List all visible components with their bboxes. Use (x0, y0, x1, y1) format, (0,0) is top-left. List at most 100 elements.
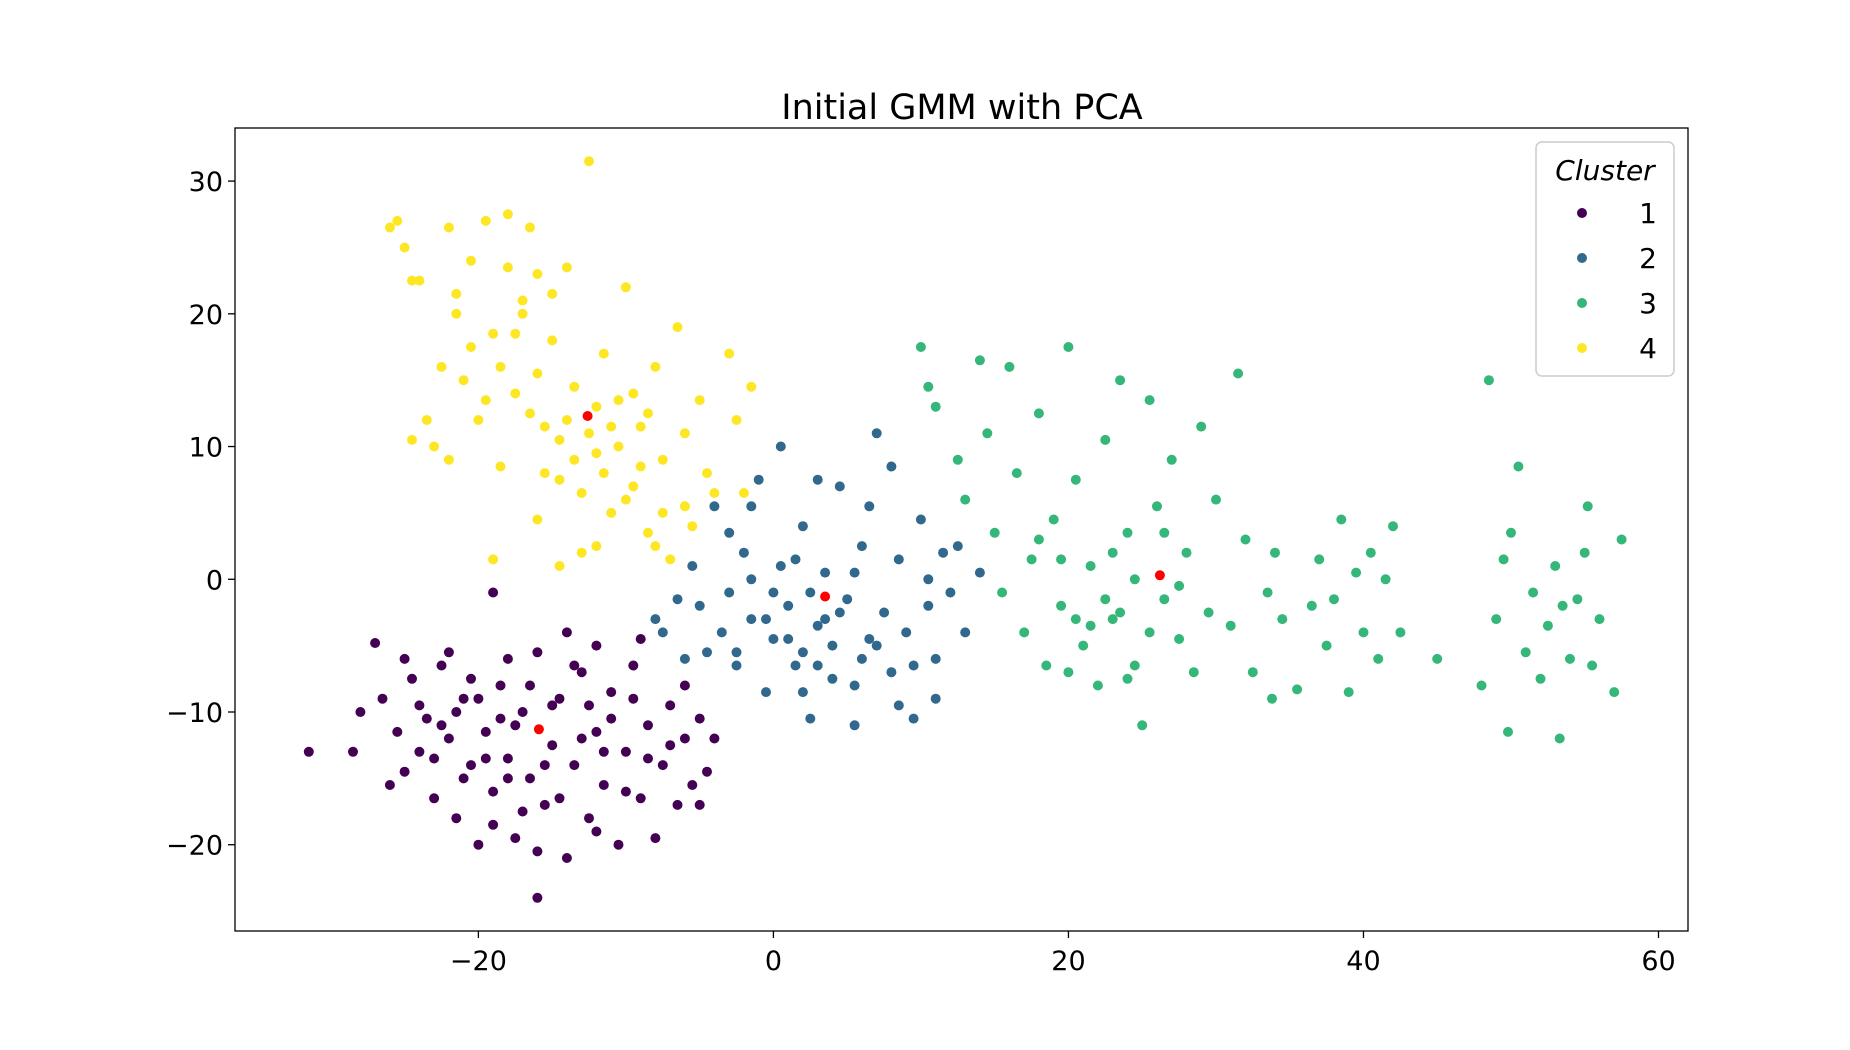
plot-frame (234, 127, 1689, 932)
point-cluster-1 (532, 647, 543, 658)
point-cluster-3 (1225, 620, 1236, 631)
point-cluster-2 (952, 541, 963, 552)
point-cluster-4 (502, 209, 513, 220)
point-cluster-2 (915, 514, 926, 525)
point-cluster-1 (517, 707, 528, 717)
point-cluster-2 (849, 720, 860, 731)
point-cluster-2 (930, 693, 941, 704)
legend-marker-2 (1577, 253, 1587, 263)
point-cluster-4 (436, 361, 447, 372)
point-cluster-2 (805, 713, 816, 724)
point-cluster-4 (591, 448, 602, 459)
point-cluster-1 (421, 713, 432, 724)
point-cluster-3 (1159, 527, 1170, 538)
point-cluster-3 (1159, 594, 1170, 605)
y-tick-label: −20 (166, 831, 223, 862)
point-cluster-3 (1152, 501, 1162, 512)
point-cluster-3 (1137, 720, 1148, 731)
point-cluster-2 (797, 687, 808, 698)
point-cluster-4 (539, 421, 550, 432)
point-cluster-1 (525, 773, 535, 784)
point-cluster-2 (805, 587, 816, 598)
point-cluster-4 (643, 408, 653, 419)
x-tick-label: 20 (1051, 946, 1085, 977)
legend-label-2: 2 (1639, 242, 1657, 275)
point-cluster-2 (716, 627, 727, 638)
point-cluster-4 (392, 215, 403, 226)
point-cluster-4 (407, 434, 417, 445)
point-cluster-4 (554, 434, 565, 445)
point-cluster-3 (974, 355, 985, 366)
point-cluster-4 (650, 361, 661, 372)
point-cluster-2 (879, 607, 890, 618)
chart-title: Initial GMM with PCA (781, 88, 1143, 128)
point-cluster-1 (628, 660, 639, 671)
point-cluster-3 (1587, 660, 1598, 671)
point-cluster-4 (495, 461, 506, 472)
point-cluster-4 (620, 282, 631, 293)
point-cluster-4 (584, 156, 594, 167)
legend: Cluster 1 2 3 4 (1535, 141, 1675, 377)
point-cluster-3 (1070, 474, 1081, 485)
point-cluster-3 (1321, 640, 1332, 651)
point-cluster-2 (724, 527, 735, 538)
point-cluster-2 (746, 614, 757, 625)
point-cluster-1 (429, 793, 440, 804)
point-cluster-3 (1233, 368, 1244, 379)
point-cluster-1 (584, 700, 594, 711)
point-cluster-3 (1262, 587, 1273, 598)
point-cluster-1 (495, 713, 506, 724)
point-cluster-1 (554, 793, 565, 804)
legend-label-4: 4 (1639, 332, 1657, 365)
point-cluster-1 (502, 653, 513, 664)
point-cluster-3 (1616, 534, 1627, 545)
point-cluster-4 (665, 554, 676, 565)
point-cluster-4 (731, 415, 742, 425)
legend-label-3: 3 (1639, 287, 1657, 320)
point-cluster-2 (790, 554, 801, 565)
point-cluster-2 (768, 587, 779, 598)
point-cluster-1 (620, 746, 631, 757)
point-cluster-2 (679, 653, 690, 664)
point-cluster-3 (1196, 421, 1207, 432)
point-cluster-3 (1122, 527, 1133, 538)
point-cluster-3 (1476, 680, 1487, 691)
point-cluster-3 (1358, 627, 1369, 638)
point-cluster-3 (952, 454, 963, 465)
legend-marker-1 (1577, 208, 1587, 218)
point-cluster-3 (1188, 667, 1199, 678)
point-cluster-4 (532, 368, 543, 379)
point-cluster-3 (1056, 554, 1067, 565)
point-cluster-3 (1579, 547, 1590, 558)
point-cluster-1 (355, 707, 366, 717)
point-cluster-2 (783, 600, 794, 611)
point-cluster-4 (525, 222, 535, 233)
point-cluster-4 (598, 468, 609, 479)
point-cluster-2 (849, 567, 860, 578)
point-cluster-4 (569, 381, 580, 392)
point-cluster-2 (974, 567, 985, 578)
point-cluster-1 (451, 707, 462, 717)
point-cluster-1 (488, 819, 499, 830)
point-cluster-2 (960, 627, 971, 638)
point-cluster-2 (812, 620, 823, 631)
point-cluster-3 (1380, 574, 1391, 585)
point-cluster-3 (1129, 660, 1140, 671)
y-tick-label: 20 (189, 300, 223, 331)
point-cluster-3 (1329, 594, 1339, 605)
point-cluster-3 (1503, 726, 1513, 737)
point-cluster-1 (525, 680, 535, 691)
point-cluster-2 (886, 667, 897, 678)
point-cluster-3 (1554, 733, 1565, 744)
point-cluster-1 (569, 660, 580, 671)
point-cluster-4 (384, 222, 395, 233)
point-cluster-1 (473, 693, 484, 704)
point-cluster-3 (1078, 640, 1089, 651)
point-cluster-2 (746, 574, 757, 585)
point-cluster-1 (561, 853, 572, 863)
point-cluster-1 (657, 760, 668, 771)
point-cluster-1 (643, 720, 653, 731)
point-cluster-3 (1247, 667, 1258, 678)
point-cluster-1 (370, 638, 381, 648)
legend-marker-3 (1577, 298, 1587, 308)
